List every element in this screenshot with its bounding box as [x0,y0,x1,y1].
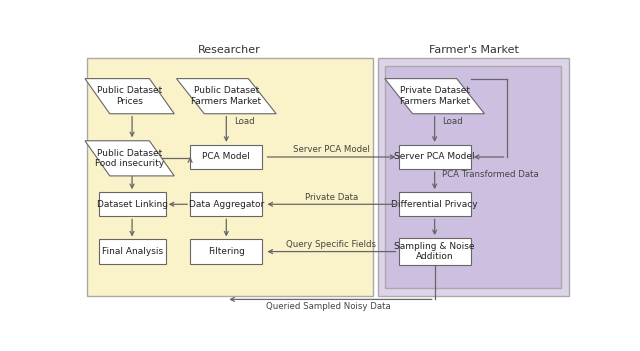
Text: Server PCA Model: Server PCA Model [394,152,475,161]
Text: Queried Sampled Noisy Data: Queried Sampled Noisy Data [266,303,390,311]
FancyBboxPatch shape [399,192,470,217]
FancyBboxPatch shape [190,145,262,169]
Text: Differential Privacy: Differential Privacy [391,200,478,209]
Text: Dataset Linking: Dataset Linking [97,200,168,209]
Polygon shape [177,79,276,114]
Polygon shape [85,141,174,176]
FancyBboxPatch shape [378,58,568,296]
FancyBboxPatch shape [88,58,372,296]
Text: Final Analysis: Final Analysis [102,247,163,256]
FancyBboxPatch shape [399,238,470,265]
Text: Public Dataset
Prices: Public Dataset Prices [97,86,162,106]
Text: PCA Model: PCA Model [202,152,250,161]
Text: Filtering: Filtering [208,247,244,256]
FancyBboxPatch shape [385,66,561,288]
Polygon shape [385,79,484,114]
Text: Load: Load [234,118,254,126]
Text: Load: Load [442,118,463,126]
FancyBboxPatch shape [99,239,166,264]
FancyBboxPatch shape [399,145,470,169]
Text: Query Specific Fields: Query Specific Fields [287,240,376,249]
FancyBboxPatch shape [190,239,262,264]
Text: Public Dataset
Food insecurity: Public Dataset Food insecurity [95,148,164,168]
Text: Farmer's Market: Farmer's Market [429,45,519,55]
Text: Public Dataset
Farmers Market: Public Dataset Farmers Market [191,86,261,106]
Text: Private Data: Private Data [305,193,358,201]
Text: Private Dataset
Farmers Market: Private Dataset Farmers Market [399,86,470,106]
Text: Data Aggregator: Data Aggregator [189,200,264,209]
Text: PCA Transformed Data: PCA Transformed Data [442,170,539,179]
Polygon shape [85,79,174,114]
FancyBboxPatch shape [99,192,166,217]
FancyBboxPatch shape [190,192,262,217]
Text: Sampling & Noise
Addition: Sampling & Noise Addition [394,242,475,261]
Text: Server PCA Model: Server PCA Model [293,145,370,154]
Text: Researcher: Researcher [197,45,260,55]
